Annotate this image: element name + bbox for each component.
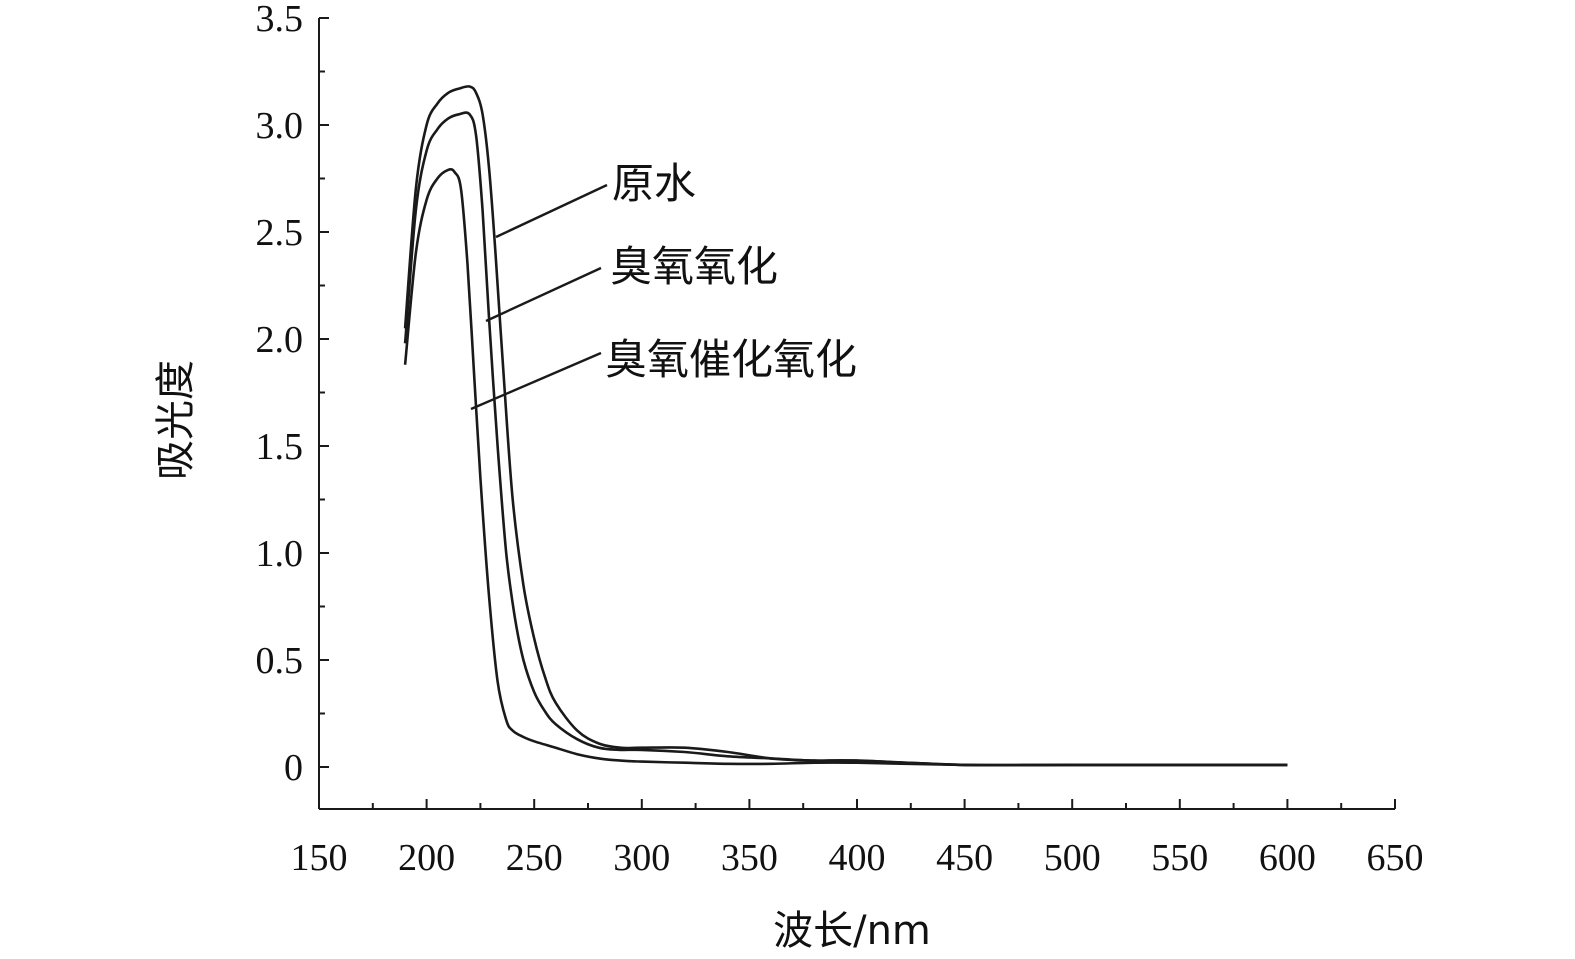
x-tick-label-2: 250 bbox=[506, 837, 563, 879]
plot-area: 0 0.5 1.0 1.5 2.0 2.5 3.0 3.5 150 200 250 300 350 40… bbox=[256, 0, 1424, 879]
series-lines bbox=[403, 85, 1288, 767]
leader-line-1 bbox=[485, 266, 602, 323]
x-tick-label-7: 500 bbox=[1044, 837, 1101, 879]
series-label-ozone: 臭氧氧化 bbox=[610, 242, 778, 291]
x-tick-label-0: 150 bbox=[291, 837, 348, 879]
series-line-0 bbox=[403, 85, 1288, 767]
x-tick-label-4: 350 bbox=[721, 837, 778, 879]
x-tick-label-5: 400 bbox=[829, 837, 886, 879]
x-axis-title: 波长/nm bbox=[773, 908, 931, 954]
series-line-1 bbox=[403, 111, 1288, 767]
x-axis-ticks: 150 200 250 300 350 400 450 500 550 600 650 bbox=[291, 799, 1424, 879]
series-label-catalytic-ozone: 臭氧催化氧化 bbox=[605, 335, 857, 384]
y-tick-label-5: 2.5 bbox=[256, 212, 304, 254]
series-annotations: 原水 臭氧氧化 臭氧催化氧化 bbox=[470, 159, 857, 411]
y-tick-label-4: 2.0 bbox=[256, 319, 304, 361]
x-tick-label-1: 200 bbox=[398, 837, 455, 879]
y-tick-label-2: 1.0 bbox=[256, 533, 304, 575]
y-tick-label-7: 3.5 bbox=[256, 0, 304, 40]
series-label-yuanshui: 原水 bbox=[612, 159, 696, 208]
x-tick-label-10: 650 bbox=[1367, 837, 1424, 879]
x-tick-label-6: 450 bbox=[936, 837, 993, 879]
series-line-2 bbox=[403, 168, 1288, 767]
x-tick-label-9: 600 bbox=[1259, 837, 1316, 879]
y-tick-label-6: 3.0 bbox=[256, 105, 304, 147]
y-axis-ticks: 0 0.5 1.0 1.5 2.0 2.5 3.0 3.5 bbox=[256, 0, 329, 789]
y-axis-title: 吸光度 bbox=[153, 360, 199, 480]
leader-line-2 bbox=[470, 351, 602, 411]
y-tick-label-1: 0.5 bbox=[256, 640, 304, 682]
y-tick-label-0: 0 bbox=[284, 747, 303, 789]
x-tick-label-3: 300 bbox=[613, 837, 670, 879]
y-tick-label-3: 1.5 bbox=[256, 426, 304, 468]
leader-line-0 bbox=[495, 183, 608, 239]
x-tick-label-8: 550 bbox=[1151, 837, 1208, 879]
